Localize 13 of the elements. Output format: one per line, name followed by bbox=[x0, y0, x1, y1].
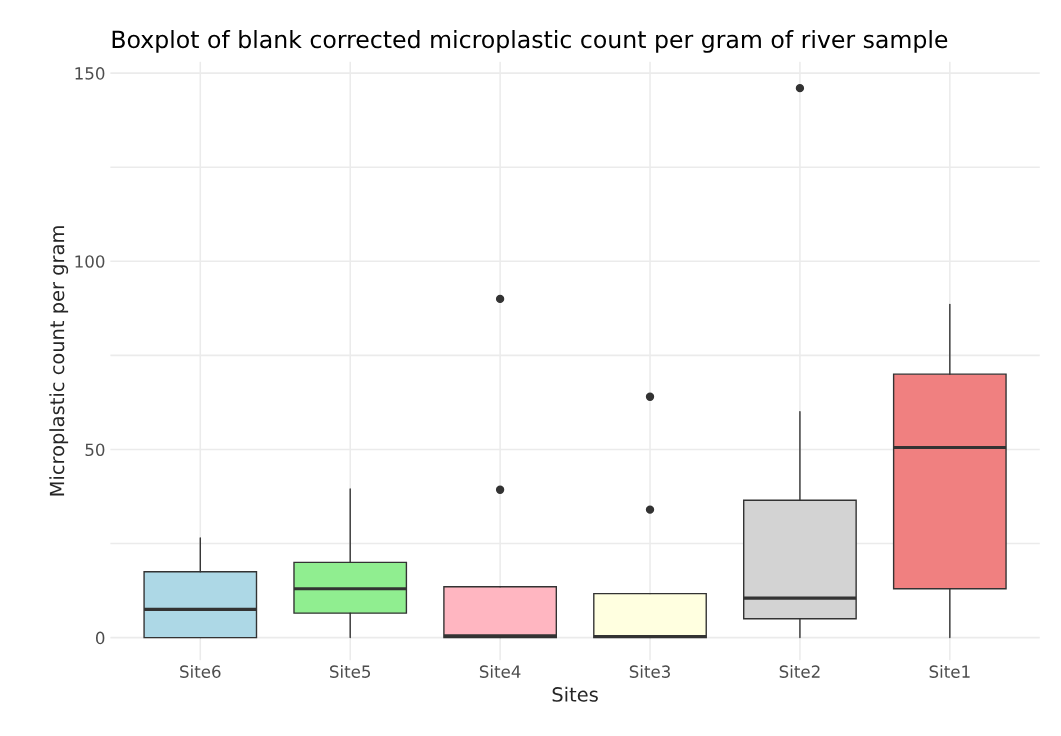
x-tick-label: Site3 bbox=[629, 665, 670, 678]
y-tick-label: 150 bbox=[75, 67, 105, 80]
x-tick-label: Site5 bbox=[330, 665, 371, 678]
y-tick-label: 0 bbox=[95, 631, 105, 645]
y-tick-label: 100 bbox=[75, 255, 105, 268]
x-tick-label: Site1 bbox=[929, 665, 970, 678]
x-axis-title: Sites bbox=[552, 686, 598, 702]
x-tick-label: Site2 bbox=[779, 665, 820, 678]
y-axis-title: Microplastic count per gram bbox=[49, 226, 69, 496]
x-tick-label: Site6 bbox=[180, 665, 221, 678]
y-tick-label: 50 bbox=[85, 443, 105, 457]
chart-title: Boxplot of blank corrected microplastic count per gram of river sample bbox=[112, 29, 948, 53]
x-tick-label: Site4 bbox=[479, 665, 521, 678]
